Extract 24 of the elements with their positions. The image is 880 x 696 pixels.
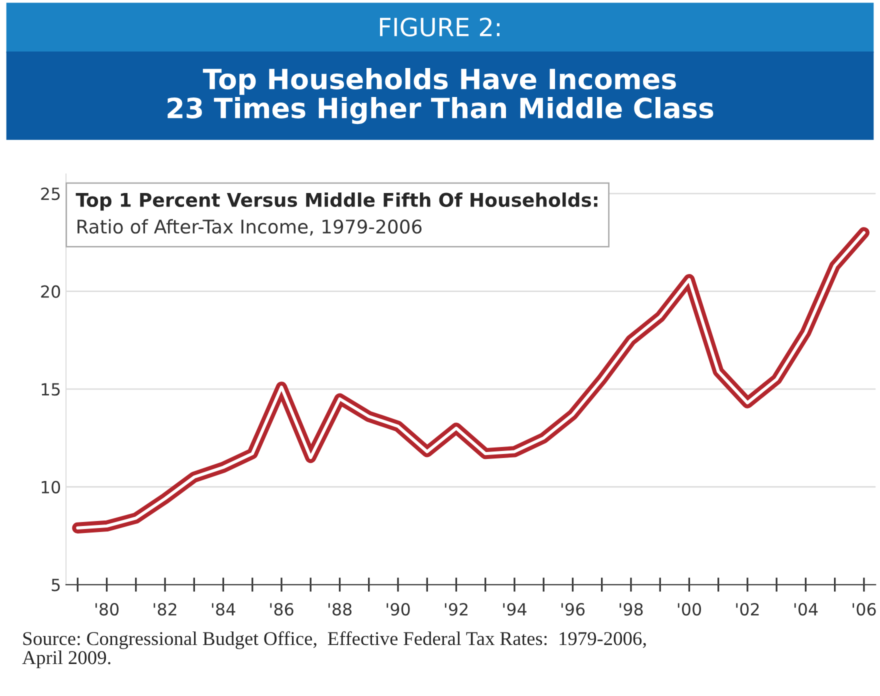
x-tick-label: '88 — [328, 602, 352, 616]
x-tick-label: '82 — [154, 602, 176, 616]
y-tick-label: 25 — [41, 188, 60, 200]
x-tick-label: '80 — [95, 602, 119, 616]
chart-subtitle: Top Households Have Incomes 23 Times Higher Than Middle Class — [168, 68, 714, 124]
y-tick-label: 20 — [41, 285, 60, 298]
x-tick-label: '84 — [212, 602, 236, 616]
x-tick-label: '98 — [620, 602, 643, 616]
x-tick-label: '94 — [503, 602, 526, 616]
x-tick-label: '96 — [561, 602, 585, 616]
annotation: Top 1 Percent Versus Middle Fifth Of Households: — [76, 192, 598, 211]
x-tick-label: '00 — [678, 602, 702, 616]
x-tick-label: '90 — [386, 602, 410, 616]
x-tick-label: '92 — [444, 602, 468, 616]
y-tick-label: 10 — [42, 480, 60, 494]
annotation: Ratio of After-Tax Income, 1979-2006 — [78, 219, 422, 236]
y-tick-label: 15 — [42, 383, 60, 396]
x-tick-label: '04 — [794, 602, 818, 616]
x-tick-label: '02 — [736, 602, 759, 616]
x-tick-label: '06 — [852, 602, 876, 616]
x-tick-label: '86 — [270, 602, 294, 616]
source-note: Source: Congressional Budget Office, Effective Federal Tax Rates: 1979-2006, April 2009. — [22, 631, 646, 668]
chart-title: FIGURE 2: — [380, 18, 500, 36]
y-tick-label: 5 — [52, 578, 60, 592]
